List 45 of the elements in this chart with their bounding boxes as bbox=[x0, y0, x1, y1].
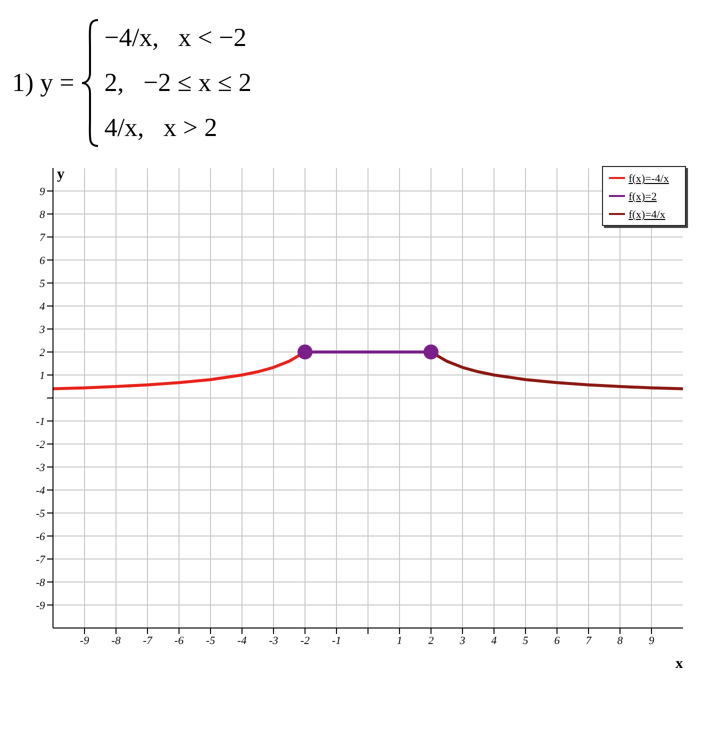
y-tick-label: 8 bbox=[40, 208, 46, 221]
x-tick-label: 8 bbox=[617, 634, 624, 647]
y-tick-label: -7 bbox=[36, 554, 46, 566]
x-tick-label: 3 bbox=[458, 634, 466, 647]
x-tick-label: -5 bbox=[206, 634, 216, 647]
y-tick-label: -9 bbox=[36, 600, 46, 612]
y-tick-label: 5 bbox=[40, 278, 46, 290]
x-tick-label: 2 bbox=[428, 634, 434, 647]
y-tick-label: -1 bbox=[36, 416, 45, 428]
y-tick-label: 7 bbox=[40, 232, 46, 244]
x-tick-label: 1 bbox=[396, 634, 402, 647]
y-tick-label: -4 bbox=[36, 484, 46, 497]
x-tick-label: 6 bbox=[554, 634, 560, 647]
x-tick-label: -2 bbox=[300, 634, 310, 647]
x-tick-label: 4 bbox=[491, 634, 498, 647]
x-tick-label: -4 bbox=[237, 634, 248, 647]
legend-label: f(x)=4/x bbox=[628, 209, 666, 221]
legend-label: f(x)=-4/x bbox=[628, 173, 669, 185]
text: 2, −2 ≤ x ≤ 2 bbox=[104, 68, 252, 98]
chart-title: 1) y = bbox=[12, 68, 74, 98]
x-tick-label: 5 bbox=[522, 634, 529, 647]
y-tick-label: 2 bbox=[40, 346, 46, 359]
y-tick-label: 9 bbox=[40, 186, 46, 198]
y-tick-label: -8 bbox=[36, 576, 46, 589]
legend-label: f(x)=2 bbox=[628, 191, 657, 203]
y-tick-label: -5 bbox=[36, 508, 46, 520]
x-tick-label: 9 bbox=[648, 634, 655, 647]
y-tick-label: -3 bbox=[36, 462, 46, 474]
y-tick-label: 3 bbox=[38, 324, 46, 336]
y-axis-title: y bbox=[57, 166, 65, 183]
y-tick-label: 6 bbox=[40, 254, 46, 267]
text: 4/x, x > 2 bbox=[104, 113, 218, 143]
x-tick-label: -6 bbox=[174, 634, 184, 647]
y-tick-label: 1 bbox=[40, 370, 45, 382]
x-tick-label: 7 bbox=[586, 634, 592, 647]
text: −4/x, x < −2 bbox=[104, 23, 248, 53]
x-tick-label: -7 bbox=[142, 634, 153, 647]
x-tick-label: -1 bbox=[332, 634, 342, 647]
x-tick-label: -9 bbox=[80, 634, 90, 647]
x-tick-label: -8 bbox=[111, 634, 122, 647]
y-tick-label: -6 bbox=[36, 530, 46, 543]
y-tick-label: -2 bbox=[36, 438, 46, 451]
x-axis-title: x bbox=[676, 656, 684, 672]
x-tick-label: -3 bbox=[268, 634, 279, 647]
y-tick-label: 4 bbox=[40, 300, 46, 313]
